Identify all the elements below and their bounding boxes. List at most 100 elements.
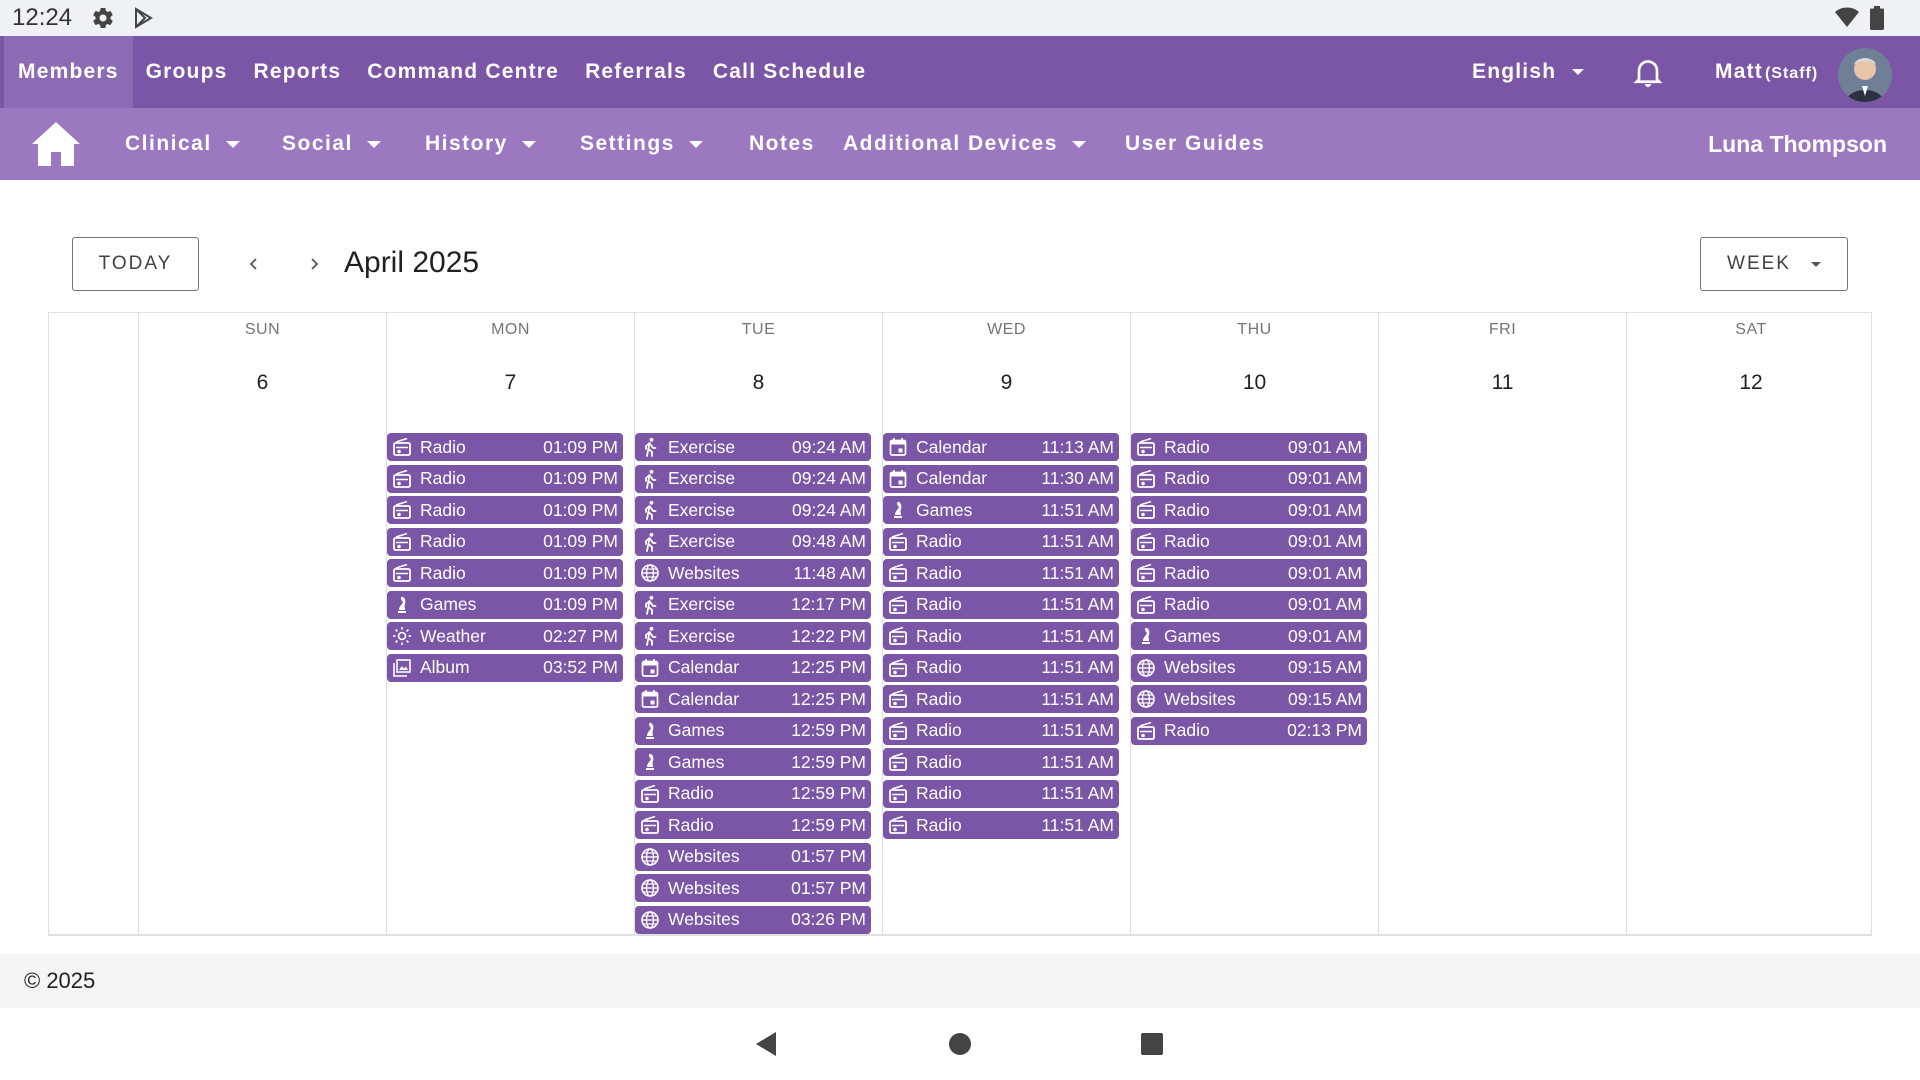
calendar-event[interactable]: Radio 02:13 PM	[1131, 716, 1367, 745]
calendar-event[interactable]: Radio 12:59 PM	[635, 779, 871, 808]
radio-icon	[640, 815, 660, 835]
calendar-event[interactable]: Games 01:09 PM	[387, 590, 623, 619]
chevron-left-icon[interactable]	[240, 250, 268, 278]
exercise-icon	[640, 437, 660, 457]
calendar-event[interactable]: Radio 09:01 AM	[1131, 559, 1367, 587]
subnav-history[interactable]: History	[425, 108, 536, 180]
calendar-event[interactable]: Radio 11:51 AM	[883, 653, 1119, 682]
day-number[interactable]: 11	[1491, 371, 1514, 394]
day-column-sun[interactable]: SUN 6	[139, 313, 387, 935]
event-time: 11:51 AM	[1041, 751, 1114, 772]
calendar-event[interactable]: Exercise 09:48 AM	[635, 527, 871, 556]
calendar-event[interactable]: Album 03:52 PM	[387, 653, 623, 682]
subnav-settings[interactable]: Settings	[580, 108, 703, 180]
calendar-event[interactable]: Calendar 12:25 PM	[635, 685, 871, 713]
calendar-event[interactable]: Exercise 09:24 AM	[635, 464, 871, 493]
calendar-event[interactable]: Radio 12:59 PM	[635, 811, 871, 839]
day-column-thu[interactable]: THU 10 Radio 09:01 AM Radio 09:01 AM Radio 09:0…	[1131, 313, 1379, 935]
calendar-event[interactable]: Radio 11:51 AM	[883, 590, 1119, 619]
calendar-event[interactable]: Games 12:59 PM	[635, 748, 871, 776]
nav-referrals[interactable]: Referrals	[585, 60, 687, 83]
day-column-mon[interactable]: MON 7 Radio 01:09 PM Radio 01:09 PM Radio 01:09…	[387, 313, 635, 935]
day-column-tue[interactable]: TUE 8 Exercise 09:24 AM Exercise 09:24 AM Exer…	[635, 313, 883, 935]
calendar-event[interactable]: Radio 11:51 AM	[883, 685, 1119, 713]
radio-icon	[888, 626, 908, 646]
calendar-event[interactable]: Radio 09:01 AM	[1131, 433, 1367, 461]
calendar-event[interactable]: Exercise 12:22 PM	[635, 622, 871, 650]
nav-members[interactable]: Members	[4, 36, 133, 108]
nav-call-schedule[interactable]: Call Schedule	[712, 60, 867, 83]
notifications-bell-icon[interactable]	[1630, 54, 1666, 90]
subnav-additional-devices[interactable]: Additional Devices	[843, 108, 1086, 180]
recents-icon[interactable]	[1138, 1030, 1166, 1058]
day-number[interactable]: 8	[752, 371, 765, 394]
day-column-sat[interactable]: SAT 12	[1627, 313, 1875, 935]
calendar-event[interactable]: Radio 01:09 PM	[387, 464, 623, 493]
calendar-event[interactable]: Radio 09:01 AM	[1131, 590, 1367, 619]
event-title: Radio	[1164, 436, 1210, 457]
user-menu[interactable]: Matt (Staff)	[1715, 36, 1818, 108]
nav-reports[interactable]: Reports	[253, 60, 342, 83]
subnav-user-guides[interactable]: User Guides	[1125, 108, 1265, 180]
calendar-event[interactable]: Websites 11:48 AM	[635, 559, 871, 587]
calendar-event[interactable]: Radio 01:09 PM	[387, 527, 623, 556]
nav-command-centre[interactable]: Command Centre	[367, 60, 560, 83]
calendar-event[interactable]: Radio 09:01 AM	[1131, 464, 1367, 493]
subnav-clinical[interactable]: Clinical	[125, 108, 240, 180]
week-calendar-grid: SUN 6 MON 7 Radio 01:09 PM Radio 01:09 PM Radio 0…	[48, 312, 1872, 936]
calendar-event[interactable]: Calendar 12:25 PM	[635, 653, 871, 682]
chevron-right-icon[interactable]	[300, 250, 328, 278]
calendar-event[interactable]: Radio 11:51 AM	[883, 622, 1119, 650]
calendar-event[interactable]: Games 12:59 PM	[635, 716, 871, 745]
back-icon[interactable]	[752, 1030, 780, 1058]
calendar-event[interactable]: Radio 11:51 AM	[883, 748, 1119, 776]
calendar-event[interactable]: Exercise 09:24 AM	[635, 496, 871, 524]
day-column-fri[interactable]: FRI 11	[1379, 313, 1627, 935]
calendar-event[interactable]: Radio 01:09 PM	[387, 559, 623, 587]
day-number[interactable]: 6	[256, 371, 269, 394]
event-time: 11:51 AM	[1041, 625, 1114, 646]
radio-icon	[1136, 469, 1156, 489]
today-button[interactable]: TODAY	[72, 237, 199, 291]
subnav-notes[interactable]: Notes	[749, 108, 815, 180]
calendar-event[interactable]: Radio 01:09 PM	[387, 496, 623, 524]
exercise-icon	[640, 626, 660, 646]
calendar-event[interactable]: Exercise 12:17 PM	[635, 590, 871, 619]
calendar-event[interactable]: Radio 01:09 PM	[387, 433, 623, 461]
home-icon[interactable]	[30, 120, 82, 168]
calendar-event[interactable]: Radio 11:51 AM	[883, 779, 1119, 808]
calendar-event[interactable]: Websites 03:26 PM	[635, 905, 871, 934]
calendar-event[interactable]: Websites 01:57 PM	[635, 874, 871, 902]
calendar-event[interactable]: Weather 02:27 PM	[387, 622, 623, 650]
view-selector-button[interactable]: WEEK	[1700, 237, 1848, 291]
day-number[interactable]: 9	[1000, 371, 1013, 394]
radio-icon	[1136, 532, 1156, 552]
day-number[interactable]: 12	[1739, 371, 1763, 394]
calendar-event[interactable]: Websites 09:15 AM	[1131, 685, 1367, 713]
day-column-wed[interactable]: WED 9 Calendar 11:13 AM Calendar 11:30 AM Game…	[883, 313, 1131, 935]
calendar-event[interactable]: Radio 09:01 AM	[1131, 496, 1367, 524]
subnav-social[interactable]: Social	[282, 108, 381, 180]
calendar-event[interactable]: Calendar 11:13 AM	[883, 433, 1119, 461]
calendar-event[interactable]: Radio 11:51 AM	[883, 527, 1119, 556]
calendar-event[interactable]: Calendar 11:30 AM	[883, 464, 1119, 493]
event-list: Calendar 11:13 AM Calendar 11:30 AM Games 11:…	[883, 433, 1119, 843]
avatar[interactable]	[1838, 48, 1892, 102]
home-button-icon[interactable]	[946, 1030, 974, 1058]
language-selector[interactable]: English	[1472, 36, 1585, 108]
calendar-event[interactable]: Radio 11:51 AM	[883, 716, 1119, 745]
day-number[interactable]: 7	[504, 371, 517, 394]
event-time: 09:01 AM	[1288, 468, 1362, 488]
day-number[interactable]: 10	[1242, 371, 1267, 394]
calendar-event[interactable]: Games 11:51 AM	[883, 496, 1119, 524]
nav-groups[interactable]: Groups	[145, 60, 228, 83]
calendar-event[interactable]: Websites 09:15 AM	[1131, 653, 1367, 682]
calendar-event[interactable]: Exercise 09:24 AM	[635, 433, 871, 461]
event-time: 01:57 PM	[791, 846, 866, 866]
event-title: Radio	[420, 562, 466, 583]
calendar-event[interactable]: Radio 09:01 AM	[1131, 527, 1367, 556]
calendar-event[interactable]: Radio 11:51 AM	[883, 559, 1119, 587]
calendar-event[interactable]: Games 09:01 AM	[1131, 622, 1367, 650]
calendar-event[interactable]: Websites 01:57 PM	[635, 842, 871, 871]
calendar-event[interactable]: Radio 11:51 AM	[883, 811, 1119, 839]
